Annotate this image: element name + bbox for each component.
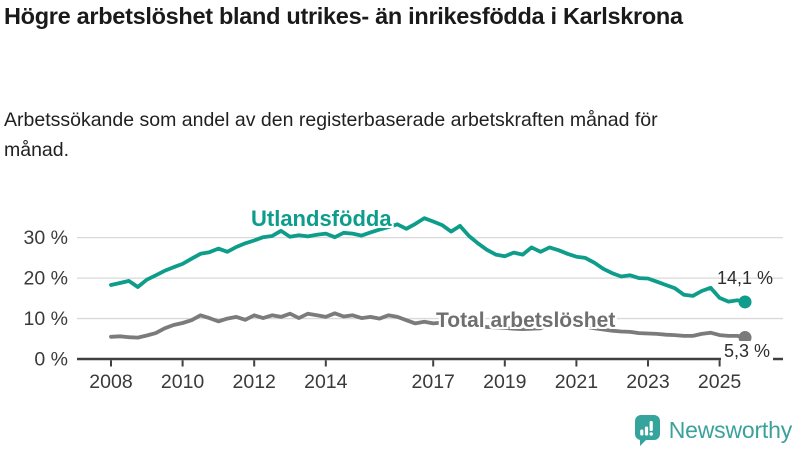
- series-label-total-arbetsloshet: Total arbetslöshet: [436, 309, 616, 332]
- newsworthy-logo-icon: [634, 415, 660, 446]
- series-end-dot-1: [738, 331, 752, 345]
- chart-subtitle: Arbetssökande som andel av den registerb…: [4, 109, 658, 161]
- y-tick-label: 10 %: [24, 308, 68, 330]
- series-end-dot-0: [738, 295, 752, 309]
- x-tick-label: 2025: [698, 371, 742, 393]
- x-tick-label: 2008: [89, 371, 132, 393]
- series-line-0: [109, 216, 747, 304]
- series-line-1: [109, 311, 747, 340]
- y-tick-label: 20 %: [24, 268, 68, 290]
- x-tick-label: 2017: [412, 371, 455, 393]
- y-tick-label: 30 %: [24, 227, 68, 249]
- series-label-utlandsfodda: Utlandsfödda: [251, 206, 392, 231]
- end-value-label-total: 5,3 %: [721, 341, 774, 362]
- brand-footer: Newsworthy: [634, 412, 792, 448]
- y-tick-label: 0 %: [34, 349, 68, 371]
- x-tick-label: 2019: [483, 371, 526, 393]
- x-tick-label: 2021: [555, 371, 598, 393]
- x-tick-label: 2014: [304, 371, 348, 393]
- brand-name: Newsworthy: [668, 416, 792, 443]
- end-value-label-utlandsfodda: 14,1 %: [717, 268, 774, 288]
- x-tick-label: 2023: [626, 371, 669, 393]
- x-tick-label: 2010: [161, 371, 205, 393]
- x-tick-label: 2012: [233, 371, 276, 393]
- chart-title: Högre arbetslöshet bland utrikes- än inr…: [4, 3, 683, 29]
